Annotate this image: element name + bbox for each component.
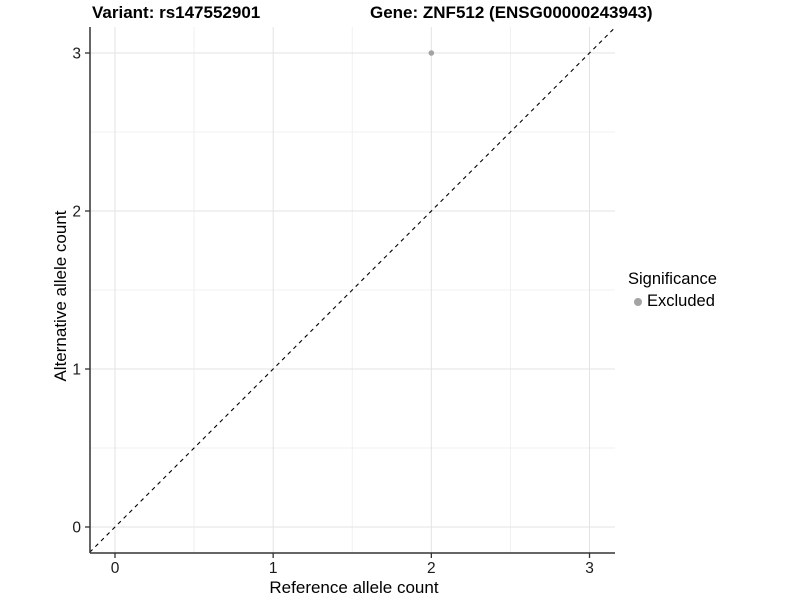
chart-title-gene: Gene: ZNF512 (ENSG00000243943) [370,3,653,22]
y-tick-label: 3 [72,46,81,63]
legend-point-marker-icon [634,297,642,306]
x-axis-title: Reference allele count [269,578,439,597]
legend: Significance Excluded [628,270,717,311]
chart-title-variant: Variant: rs147552901 [92,3,261,22]
data-point [428,50,435,56]
x-tick-label: 0 [111,560,120,577]
y-tick-label: 0 [72,520,81,537]
identity-reference-line [89,27,616,553]
y-tick-label: 1 [72,362,81,379]
legend-title: Significance [628,270,717,288]
y-tick-label: 2 [72,204,81,221]
legend-item-label: Excluded [647,292,715,310]
x-tick-label: 1 [269,560,278,577]
x-tick-label: 3 [585,560,594,577]
legend-item-excluded: Excluded [628,292,717,311]
x-tick-label: 2 [427,560,436,577]
y-axis-title: Alternative allele count [51,210,70,382]
